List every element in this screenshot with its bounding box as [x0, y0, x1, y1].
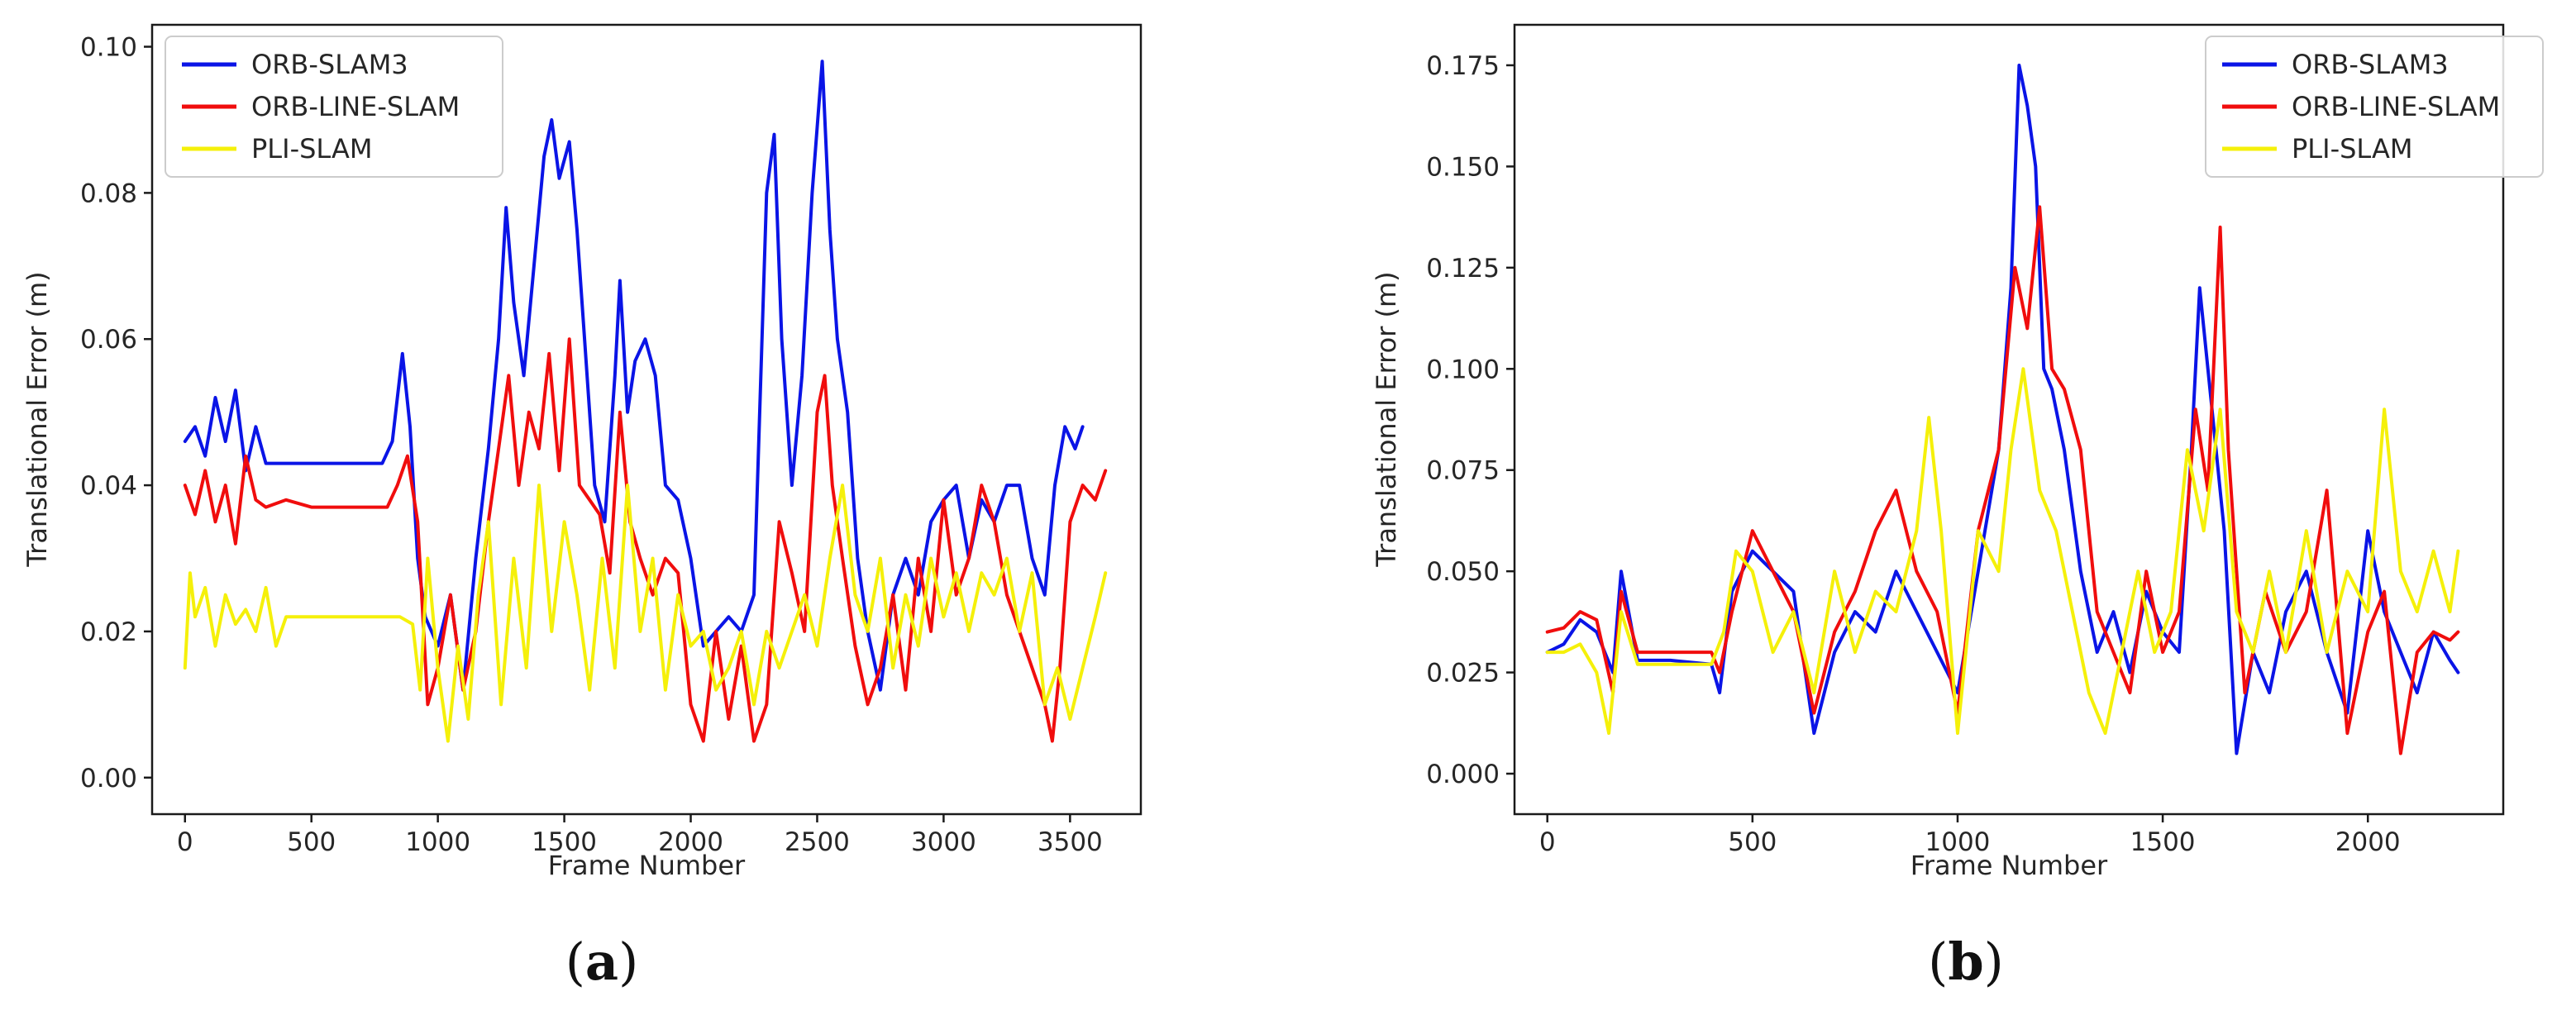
y-tick-label-b: 0.025	[1426, 659, 1500, 689]
x-tick-label-a: 3500	[1038, 827, 1103, 857]
y-tick-label-b: 0.125	[1426, 254, 1500, 284]
y-tick-label-a: 0.06	[80, 325, 137, 355]
y-tick-label-b: 0.175	[1426, 51, 1500, 81]
x-tick-label-a: 2500	[785, 827, 850, 857]
legend-label-orb-line-slam-b: ORB-LINE-SLAM	[2292, 91, 2500, 122]
y-tick-label-a: 0.04	[80, 471, 137, 501]
series-line-orb-line-slam-b	[1545, 205, 2460, 755]
panel-b: 0 500 1000 1500 2000 0.000 0.025 0.050 0.075 0.1…	[1371, 23, 2544, 992]
x-tick-label-b: 500	[1728, 827, 1777, 857]
plot-frame-a	[150, 23, 1143, 816]
x-axis-a: 0 500 1000 1500 2000 2500 3000 3500	[177, 814, 1103, 857]
plot-frame-b	[1513, 23, 2505, 816]
legend-label-pli-slam-a: PLI-SLAM	[251, 133, 372, 164]
y-axis-label-b: Translational Error (m)	[1371, 271, 1402, 567]
x-tick-label-a: 0	[177, 827, 193, 857]
series-layer-b	[1545, 64, 2460, 755]
y-tick-label-b: 0.050	[1426, 557, 1500, 587]
x-axis-label-b: Frame Number	[1911, 850, 2108, 881]
x-tick-label-b: 1500	[2130, 827, 2196, 857]
y-tick-label-a: 0.10	[80, 33, 137, 63]
y-tick-label-b: 0.000	[1426, 760, 1500, 789]
series-line-orb-line-slam-a	[183, 337, 1108, 743]
series-layer-a	[183, 60, 1108, 743]
x-axis-b: 0 500 1000 1500 2000	[1539, 814, 2401, 857]
series-line-orb-slam3-b	[1545, 64, 2460, 755]
y-tick-label-b: 0.150	[1426, 152, 1500, 182]
legend-label-orb-slam3-b: ORB-SLAM3	[2292, 49, 2449, 80]
legend-label-orb-slam3-a: ORB-SLAM3	[251, 49, 408, 80]
legend-a: ORB-SLAM3 ORB-LINE-SLAM PLI-SLAM	[165, 36, 503, 178]
y-tick-label-b: 0.100	[1426, 355, 1500, 384]
x-tick-label-a: 3000	[911, 827, 976, 857]
y-axis-label-a: Translational Error (m)	[21, 271, 53, 567]
legend-label-pli-slam-b: PLI-SLAM	[2292, 133, 2412, 164]
y-tick-label-a: 0.00	[80, 764, 137, 793]
caption-a: (a)	[565, 932, 639, 992]
y-tick-label-b: 0.075	[1426, 456, 1500, 486]
x-tick-label-b: 2000	[2335, 827, 2401, 857]
x-tick-label-a: 2000	[658, 827, 723, 857]
y-tick-label-a: 0.02	[80, 617, 137, 647]
panel-a: 0 500 1000 1500 2000 2500 3000 3500 0.000.020.0…	[21, 23, 1143, 992]
legend-box-a	[165, 36, 503, 178]
legend-b: ORB-SLAM3 ORB-LINE-SLAM PLI-SLAM	[2205, 36, 2544, 178]
y-axis-a: 0.00 0.02 0.04 0.06 0.08 0.10	[80, 33, 152, 793]
x-tick-label-a: 500	[287, 827, 336, 857]
legend-box-b	[2205, 36, 2544, 178]
series-line-pli-slam-b	[1545, 367, 2460, 736]
x-tick-label-a: 1500	[532, 827, 597, 857]
x-axis-label-a: Frame Number	[548, 850, 746, 881]
x-tick-label-b: 0	[1539, 827, 1556, 857]
legend-label-orb-line-slam-a: ORB-LINE-SLAM	[251, 91, 460, 122]
x-tick-label-b: 1000	[1925, 827, 1991, 857]
y-axis-b: 0.000 0.025 0.050 0.075 0.100 0.125 0.150 0.175	[1426, 51, 1515, 789]
series-line-orb-slam3-a	[183, 60, 1085, 692]
y-tick-label-a: 0.08	[80, 179, 137, 208]
caption-b: (b)	[1928, 932, 2004, 992]
x-tick-label-a: 1000	[405, 827, 470, 857]
series-line-pli-slam-a	[183, 484, 1108, 743]
